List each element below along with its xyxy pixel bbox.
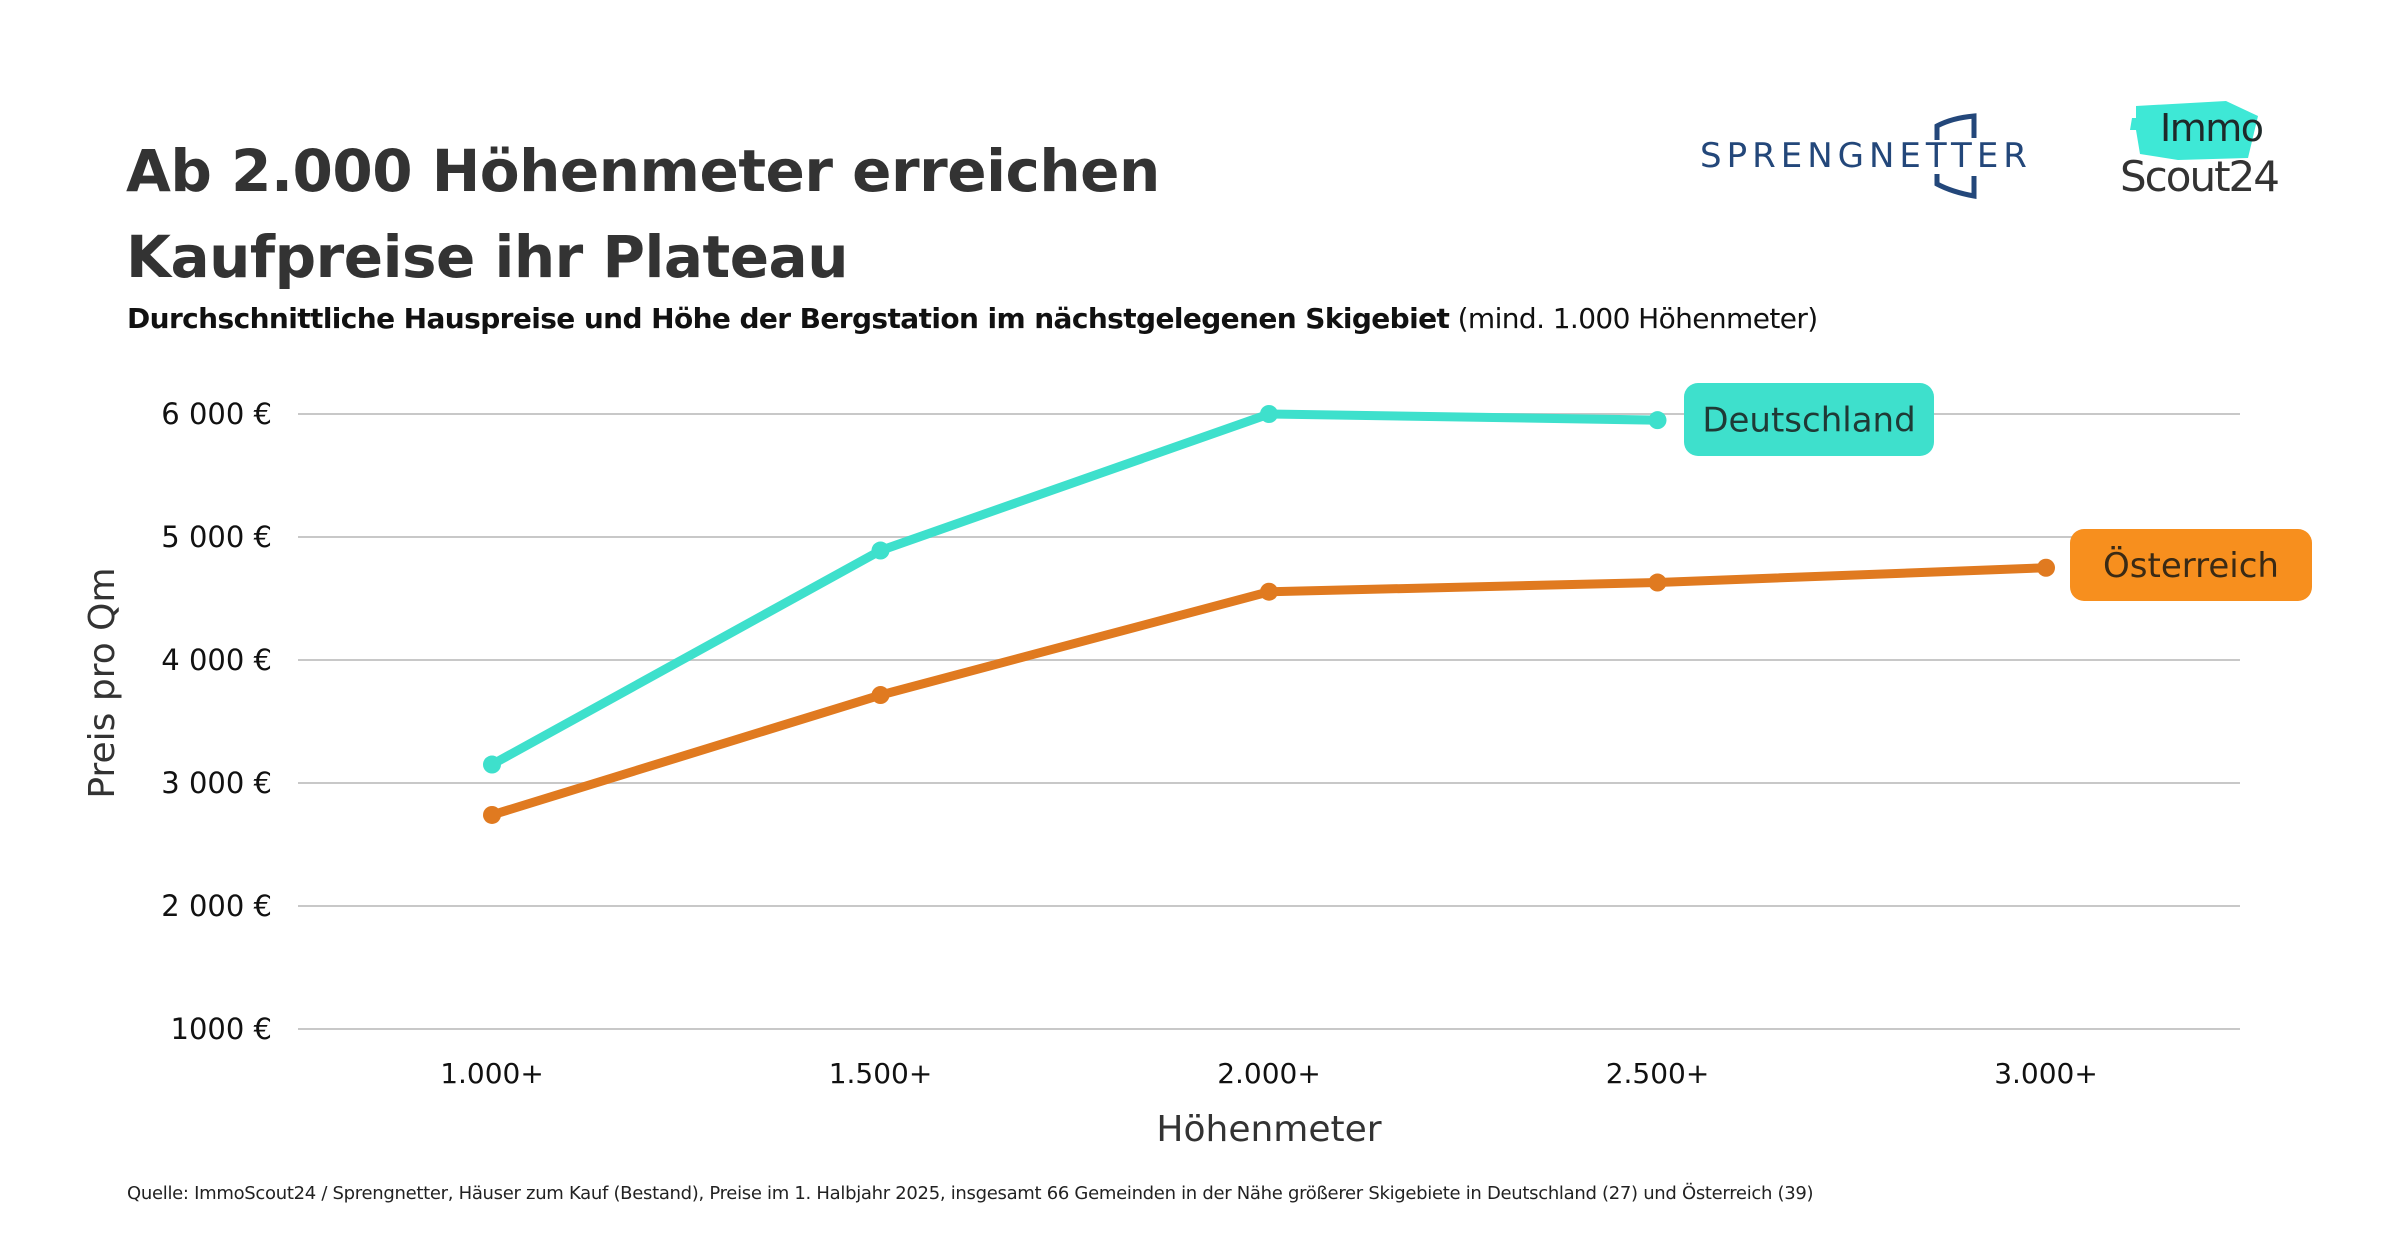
data-point [1648,411,1667,430]
x-tick-label: 2.000+ [1217,1057,1321,1090]
x-axis-ticks: 1.000+ 1.500+ 2.000+ 2.500+ 3.000+ [440,1057,2098,1090]
series-label-box [2070,529,2312,601]
x-axis-title: Höhenmeter [1156,1109,1381,1150]
x-tick-label: 1.000+ [440,1057,544,1090]
chart-title: Ab 2.000 Höhenmeter erreichen Kaufpreise… [126,128,1160,300]
chart-subtitle-bold: Durchschnittliche Hauspreise und Höhe de… [127,302,1450,335]
y-axis-ticks: 1000 € 2 000 € 3 000 € 4 000 € 5 000 € 6 000 … [161,397,272,1046]
x-tick-label: 3.000+ [1994,1057,2098,1090]
data-point [1260,405,1278,423]
series-label-text: Deutschland [1702,401,1915,441]
series-line [487,409,1662,770]
data-point [871,541,890,560]
y-tick-label: 3 000 € [161,766,272,800]
x-tick-label: 2.500+ [1606,1057,1710,1090]
x-tick-label: 1.500+ [829,1057,933,1090]
y-tick-label: 4 000 € [161,643,272,677]
y-tick-label: 2 000 € [161,889,272,923]
chart-title-line-2: Kaufpreise ihr Plateau [126,223,848,291]
y-axis-title: Preis pro Qm [82,567,123,798]
series-label-oesterreich: Österreich [2070,529,2312,601]
data-point [483,755,501,774]
sprengnetter-logo: SPRENGNETTER [1700,112,2040,202]
data-point [1260,582,1278,601]
immoscout-logo-immo: Immo [2160,106,2264,150]
data-point [871,686,890,705]
gridlines [298,413,2240,1030]
y-tick-label: 1000 € [171,1012,272,1046]
sprengnetter-logo-text: SPRENGNETTER [1700,136,2032,176]
y-tick-label: 5 000 € [161,520,272,554]
series-label-deutschland: Deutschland [1684,383,1934,456]
series-deutschland [483,405,1667,774]
immoscout-badge-icon [2130,101,2258,160]
series-label-text: Österreich [2103,545,2279,586]
y-tick-label: 6 000 € [161,397,272,431]
data-point [1648,573,1667,592]
data-point [2037,558,2055,577]
series-oesterreich [483,558,2055,824]
chart-subtitle-note: (mind. 1.000 Höhenmeter) [1449,302,1819,335]
immoscout-logo-scout24: Scout24 [2120,152,2280,201]
immoscout24-logo: Immo Scout24 [2118,98,2288,208]
sprengnetter-bracket-icon [1934,113,1977,199]
chart-subtitle: Durchschnittliche Hauspreise und Höhe de… [127,302,1818,335]
source-footnote: Quelle: ImmoScout24 / Sprengnetter, Häus… [127,1183,1814,1204]
data-point [483,805,501,824]
series-layer [483,405,2055,824]
chart-title-line-1: Ab 2.000 Höhenmeter erreichen [126,137,1160,205]
series-label-box [1684,383,1934,456]
series-line [487,563,2051,820]
series-labels: Deutschland Österreich [1684,383,2312,601]
